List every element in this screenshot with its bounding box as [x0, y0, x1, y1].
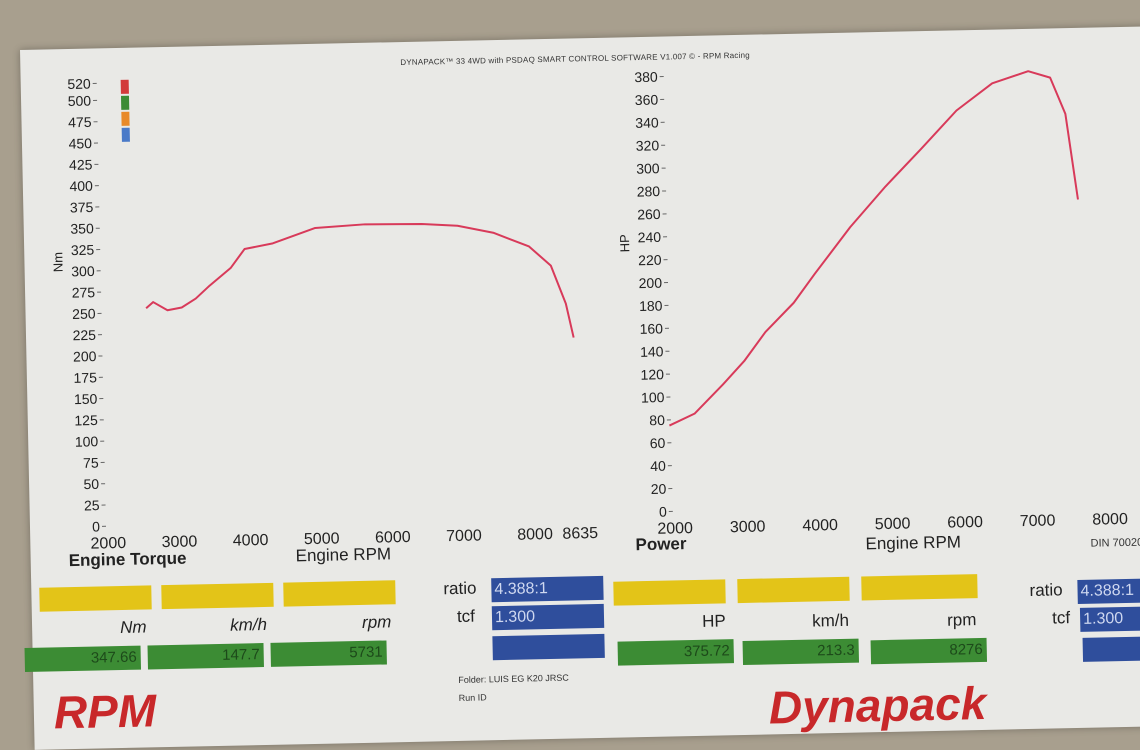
- torque-chart-title: Engine Torque: [69, 549, 187, 571]
- torque-xlabel: Engine RPM: [295, 544, 391, 566]
- y-tick-label: 100: [641, 389, 665, 405]
- y-tick-label: 375: [70, 199, 94, 215]
- x-tick-label: 8000: [517, 526, 553, 544]
- y-tick-label: 520: [67, 76, 91, 92]
- unit-kmh-2: km/h: [812, 611, 849, 632]
- unit-rpm: rpm: [362, 612, 392, 633]
- y-tick-label: 0: [659, 504, 667, 520]
- power-yellow-bar-2: [737, 577, 849, 603]
- charts: 0255075100125150175200225250275300325350…: [20, 26, 1140, 610]
- power-chart-title: Power: [635, 534, 686, 555]
- legend-swatch: [121, 80, 129, 94]
- y-tick-label: 60: [650, 435, 666, 451]
- x-tick-label: 7000: [446, 527, 482, 545]
- torque-curve: [144, 220, 573, 347]
- y-tick-label: 475: [68, 114, 92, 130]
- blank-blue-field: [492, 634, 604, 660]
- y-tick-label: 425: [69, 156, 93, 172]
- y-tick-label: 250: [72, 305, 96, 321]
- y-tick-label: 180: [639, 298, 663, 314]
- y-tick-label: 320: [636, 137, 660, 153]
- power-yellow-bar-3: [861, 574, 977, 600]
- y-tick-label: 400: [69, 178, 93, 194]
- y-tick-label: 500: [68, 93, 92, 109]
- x-tick-label: 4000: [233, 532, 269, 550]
- y-tick-label: 225: [72, 327, 96, 343]
- y-tick-label: 380: [634, 69, 658, 85]
- legend-swatch: [121, 112, 129, 126]
- folder-label: Folder: LUIS EG K20 JRSC: [458, 673, 569, 685]
- y-tick-label: 120: [640, 366, 664, 382]
- torque-speed-value: 147.7: [147, 643, 263, 669]
- x-tick-label: 4000: [802, 517, 838, 535]
- y-tick-label: 25: [84, 497, 100, 513]
- unit-rpm-2: rpm: [947, 610, 977, 631]
- x-tick-label: 8000: [1092, 511, 1128, 529]
- y-tick-label: 360: [635, 92, 659, 108]
- legend-swatch: [121, 96, 129, 110]
- tcf-value-2: 1.300: [1080, 606, 1140, 632]
- y-tick-label: 140: [640, 343, 664, 359]
- power-yellow-bar-1: [613, 579, 725, 605]
- din-label: DIN 70020: [1090, 537, 1140, 550]
- y-tick-label: 350: [70, 220, 94, 236]
- y-axis-label: HP: [617, 234, 632, 252]
- x-tick-label: 5000: [875, 515, 911, 533]
- y-tick-label: 260: [637, 206, 661, 222]
- y-tick-label: 280: [637, 183, 661, 199]
- torque-yellow-bar-2: [161, 583, 273, 609]
- y-axis-label: Nm: [50, 252, 65, 273]
- y-tick-label: 325: [71, 242, 95, 258]
- dynapack-logo: Dynapack: [768, 676, 986, 735]
- legend-swatch: [122, 128, 130, 142]
- blank-blue-field-2: [1083, 636, 1140, 662]
- ratio-value-2: 4.388:1: [1077, 578, 1140, 604]
- y-tick-label: 80: [649, 412, 665, 428]
- y-tick-label: 175: [73, 369, 97, 385]
- y-tick-label: 20: [651, 481, 667, 497]
- tcf-value: 1.300: [492, 604, 604, 630]
- x-tick-label: 6000: [947, 514, 983, 532]
- power-speed-value: 213.3: [743, 639, 859, 665]
- torque-rpm-value: 5731: [270, 640, 386, 666]
- y-tick-label: 300: [71, 263, 95, 279]
- y-tick-label: 220: [638, 252, 662, 268]
- y-tick-label: 200: [638, 275, 662, 291]
- tcf-label-2: tcf: [1052, 608, 1070, 628]
- ratio-value: 4.388:1: [491, 576, 603, 602]
- torque-yellow-bar-3: [283, 580, 395, 606]
- ratio-label: ratio: [443, 579, 476, 600]
- y-tick-label: 340: [635, 114, 659, 130]
- unit-nm: Nm: [120, 617, 147, 638]
- y-tick-label: 240: [638, 229, 662, 245]
- y-tick-label: 300: [636, 160, 660, 176]
- torque-yellow-bar-1: [39, 585, 151, 611]
- y-tick-label: 200: [73, 348, 97, 364]
- power-rpm-value: 8276: [871, 638, 987, 664]
- y-tick-label: 450: [68, 135, 92, 151]
- unit-hp: HP: [702, 611, 726, 631]
- torque-max-value: 347.66: [25, 646, 141, 672]
- y-tick-label: 125: [74, 412, 98, 428]
- x-tick-label: 7000: [1020, 512, 1056, 530]
- x-tick-label: 3000: [730, 518, 766, 536]
- y-tick-label: 100: [75, 433, 99, 449]
- unit-kmh: km/h: [230, 615, 267, 636]
- y-tick-label: 150: [74, 391, 98, 407]
- y-tick-label: 0: [92, 518, 100, 534]
- ratio-label-2: ratio: [1029, 580, 1062, 601]
- rpm-logo: RPM: [53, 683, 156, 739]
- x-tick-label: 8635: [562, 525, 598, 543]
- power-max-value: 375.72: [618, 639, 734, 665]
- run-id-label: Run ID: [459, 692, 487, 703]
- power-xlabel: Engine RPM: [865, 532, 961, 554]
- tcf-label: tcf: [457, 607, 475, 627]
- y-tick-label: 75: [83, 455, 99, 471]
- power-curve: [662, 70, 1082, 425]
- y-tick-label: 160: [639, 320, 663, 336]
- dyno-sheet: DYNAPACK™ 33 4WD with PSDAQ SMART CONTRO…: [20, 26, 1140, 750]
- y-tick-label: 40: [650, 458, 666, 474]
- y-tick-label: 50: [83, 476, 99, 492]
- y-tick-label: 275: [72, 284, 96, 300]
